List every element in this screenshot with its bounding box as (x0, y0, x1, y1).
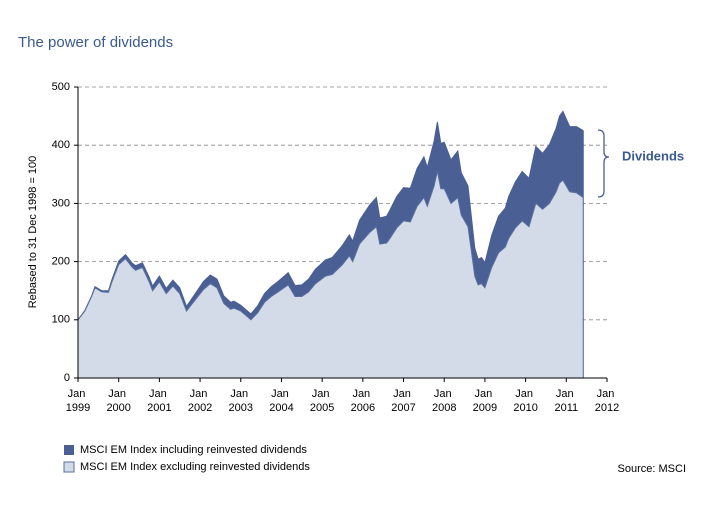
y-tick-label: 500 (52, 81, 70, 93)
x-tick-label: Jan 2001 (147, 388, 171, 414)
y-tick-label: 0 (64, 372, 70, 384)
x-tick-label: Jan 2010 (513, 388, 537, 414)
y-tick-label: 300 (52, 197, 70, 209)
legend-label: MSCI EM Index including reinvested divid… (80, 444, 307, 456)
x-tick-label: Jan 2005 (310, 388, 334, 414)
x-tick-label: Jan 2008 (432, 388, 456, 414)
y-tick-label: 100 (52, 314, 70, 326)
source: Source: MSCI (618, 463, 686, 475)
annotation: Dividends (622, 148, 684, 163)
legend-label: MSCI EM Index excluding reinvested divid… (80, 461, 310, 473)
y-tick-label: 400 (52, 139, 70, 151)
y-axis-label: Rebased to 31 Dec 1998 = 100 (27, 156, 39, 309)
legend-swatch (63, 461, 75, 473)
x-tick-label: Jan 2012 (595, 388, 619, 414)
x-tick-label: Jan 2011 (554, 388, 578, 414)
x-tick-label: Jan 1999 (66, 388, 90, 414)
x-tick-label: Jan 2003 (229, 388, 253, 414)
brace (597, 129, 610, 198)
x-tick-label: Jan 2007 (391, 388, 415, 414)
x-tick-label: Jan 2000 (106, 388, 130, 414)
area-line (77, 110, 584, 321)
legend-swatch (64, 445, 74, 455)
x-tick-label: Jan 2009 (473, 388, 497, 414)
area-fill (78, 171, 584, 378)
x-tick-label: Jan 2002 (188, 388, 212, 414)
y-tick-label: 200 (52, 256, 70, 268)
chart-title: The power of dividends (18, 34, 173, 51)
x-tick-label: Jan 2004 (269, 388, 293, 414)
area-line (77, 171, 584, 321)
x-tick-label: Jan 2006 (351, 388, 375, 414)
